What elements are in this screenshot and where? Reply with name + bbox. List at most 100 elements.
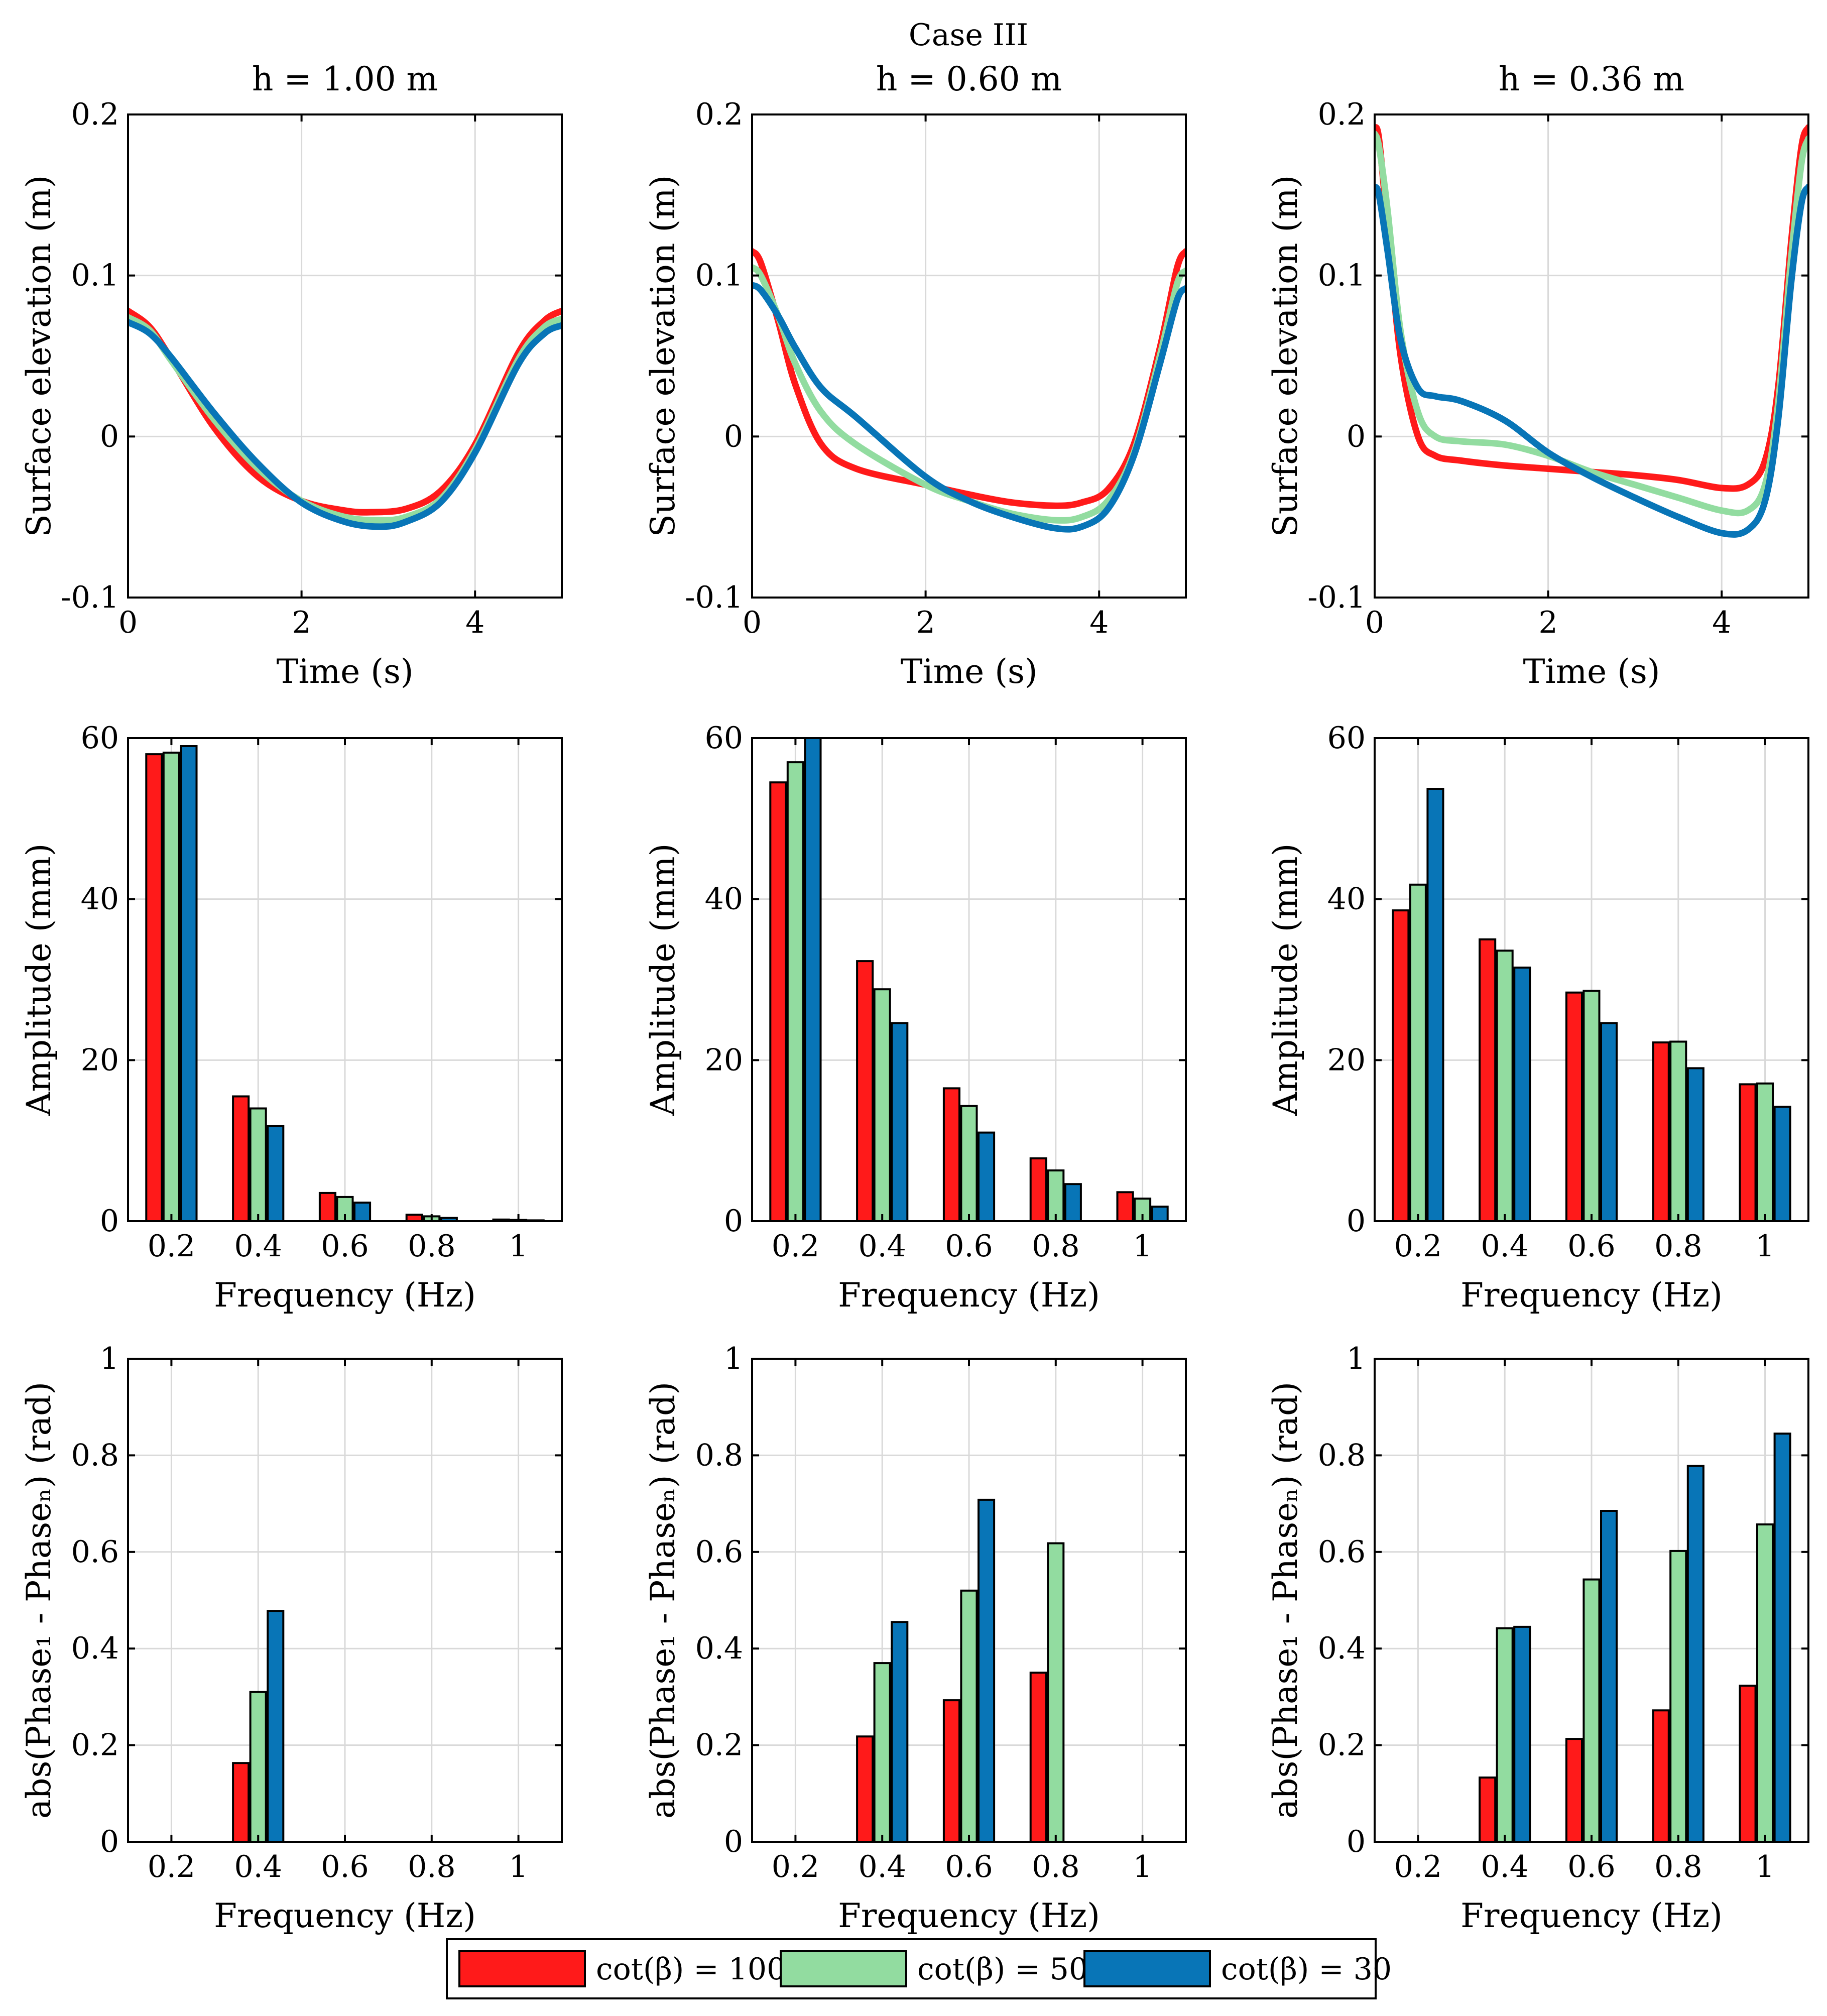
y-axis-label: abs(Phase₁ - Phaseₙ) (rad) — [20, 1382, 58, 1819]
bar-cot100-1 — [1740, 1084, 1756, 1221]
x-tick-label: 0.8 — [408, 1849, 455, 1884]
x-tick-label: 2 — [1539, 605, 1558, 640]
legend-swatch-cot30 — [1084, 1951, 1210, 1986]
y-tick-label: 0.1 — [1318, 258, 1366, 293]
bar-cot100-0.4 — [233, 1763, 249, 1842]
y-tick-label: 0.2 — [1318, 97, 1366, 132]
y-axis-label: Amplitude (mm) — [1266, 844, 1305, 1117]
y-tick-label: 60 — [705, 721, 743, 756]
y-tick-label: 0.2 — [71, 97, 119, 132]
bar-cot50-0.4 — [875, 1663, 890, 1842]
bar-cot100-0.4 — [857, 1736, 873, 1842]
y-tick-label: 0 — [1347, 419, 1366, 454]
y-tick-label: 0.2 — [695, 1728, 743, 1763]
y-tick-label: 0 — [1347, 1824, 1366, 1859]
x-tick-label: 0.8 — [1032, 1849, 1079, 1884]
x-tick-label: 0.4 — [1481, 1849, 1528, 1884]
y-tick-label: 40 — [705, 882, 743, 917]
y-tick-label: 0.4 — [695, 1631, 743, 1666]
figure: Case III 0 2 4-0.100.10.2Time (s)Surface e… — [0, 0, 1827, 2016]
bar-cot30-1 — [1152, 1207, 1168, 1221]
bar-cot100-0.2 — [1393, 910, 1408, 1221]
bar-cot30-0.4 — [1514, 1627, 1530, 1842]
legend-label-cot100: cot(β) = 100 — [596, 1952, 786, 1987]
bar-cot30-0.6 — [1601, 1511, 1617, 1842]
y-axis-label: Surface elevation (m) — [644, 175, 682, 537]
x-tick-label: 0.8 — [1032, 1229, 1079, 1264]
x-axis-label: Frequency (Hz) — [214, 1896, 476, 1935]
x-tick-label: 0.6 — [1567, 1229, 1615, 1264]
y-tick-label: 20 — [1327, 1042, 1366, 1078]
bar-cot100-1 — [1118, 1192, 1133, 1221]
y-tick-label: 0 — [100, 1204, 119, 1239]
x-tick-label: 0.8 — [1654, 1229, 1702, 1264]
bar-cot50-0.8 — [1670, 1042, 1686, 1222]
y-tick-label: 0 — [100, 419, 119, 454]
bar-cot30-0.6 — [979, 1133, 994, 1221]
y-tick-label: -0.1 — [685, 580, 743, 615]
bar-cot100-0.8 — [1653, 1710, 1669, 1842]
x-tick-label: 0.2 — [772, 1849, 819, 1884]
bar-cot50-0.6 — [961, 1106, 977, 1221]
bar-cot100-0.6 — [320, 1193, 335, 1221]
x-axis-label: Frequency (Hz) — [1460, 1276, 1723, 1315]
x-tick-label: 0.4 — [1481, 1229, 1528, 1264]
legend-label-cot50: cot(β) = 50 — [917, 1952, 1088, 1987]
y-tick-label: 0 — [100, 1824, 119, 1859]
bar-cot30-0.6 — [354, 1203, 370, 1221]
y-axis-label: abs(Phase₁ - Phaseₙ) (rad) — [644, 1382, 682, 1819]
y-axis-label: abs(Phase₁ - Phaseₙ) (rad) — [1266, 1382, 1305, 1819]
y-tick-label: 20 — [81, 1042, 119, 1078]
y-tick-label: 0.1 — [695, 258, 743, 293]
bar-cot30-0.2 — [805, 738, 820, 1221]
x-tick-label: 1 — [1756, 1849, 1775, 1884]
x-tick-label: 2 — [292, 605, 311, 640]
y-tick-label: 0.6 — [1318, 1534, 1366, 1570]
bar-cot30-0.4 — [892, 1023, 907, 1221]
bar-cot100-0.8 — [1031, 1673, 1046, 1842]
bar-cot30-1 — [1775, 1107, 1790, 1221]
bar-cot100-0.6 — [944, 1088, 959, 1221]
bar-cot50-0.6 — [961, 1591, 977, 1842]
bar-cot50-0.4 — [1497, 951, 1513, 1221]
x-tick-label: 1 — [1756, 1229, 1775, 1264]
y-tick-label: 0 — [724, 419, 743, 454]
y-tick-label: 0.4 — [71, 1631, 119, 1666]
bar-cot50-0.6 — [1584, 991, 1599, 1221]
bar-cot100-0.6 — [1566, 1739, 1582, 1842]
x-tick-label: 1 — [509, 1849, 528, 1884]
bar-cot50-1 — [1757, 1084, 1773, 1221]
x-tick-label: 4 — [1712, 605, 1731, 640]
x-tick-label: 2 — [916, 605, 935, 640]
bar-cot100-0.4 — [857, 961, 873, 1221]
bar-cot100-0.4 — [1480, 1777, 1495, 1842]
x-tick-label: 0.6 — [1567, 1849, 1615, 1884]
bar-cot100-0.2 — [770, 782, 786, 1221]
y-tick-label: 60 — [81, 721, 119, 756]
x-tick-label: 0.4 — [858, 1849, 906, 1884]
bar-cot30-1 — [1775, 1434, 1790, 1842]
y-tick-label: 0.2 — [695, 97, 743, 132]
y-tick-label: 0.6 — [71, 1534, 119, 1570]
y-axis-label: Surface elevation (m) — [1266, 175, 1305, 537]
y-axis-label: Surface elevation (m) — [20, 175, 58, 537]
x-tick-label: 0.2 — [148, 1849, 195, 1884]
y-tick-label: -0.1 — [1307, 580, 1366, 615]
bar-cot30-0.4 — [892, 1622, 907, 1842]
bar-cot30-0.4 — [1514, 968, 1530, 1221]
x-axis-label: Frequency (Hz) — [838, 1896, 1100, 1935]
x-axis-label: Time (s) — [276, 652, 413, 691]
bar-cot30-0.4 — [268, 1126, 283, 1221]
bar-cot50-0.8 — [1048, 1170, 1063, 1221]
x-tick-label: 0.2 — [1394, 1849, 1442, 1884]
panel-title: h = 1.00 m — [252, 60, 438, 98]
x-tick-label: 0.2 — [772, 1229, 819, 1264]
panel-title: h = 0.36 m — [1499, 60, 1684, 98]
legend-label-cot30: cot(β) = 30 — [1221, 1952, 1392, 1987]
bar-cot100-0.8 — [1031, 1158, 1046, 1221]
y-axis-label: Amplitude (mm) — [644, 844, 682, 1117]
x-tick-label: 0.6 — [321, 1849, 369, 1884]
bar-cot50-0.4 — [251, 1692, 266, 1842]
bar-cot100-0.4 — [233, 1097, 249, 1222]
bar-cot30-0.2 — [1427, 789, 1443, 1221]
